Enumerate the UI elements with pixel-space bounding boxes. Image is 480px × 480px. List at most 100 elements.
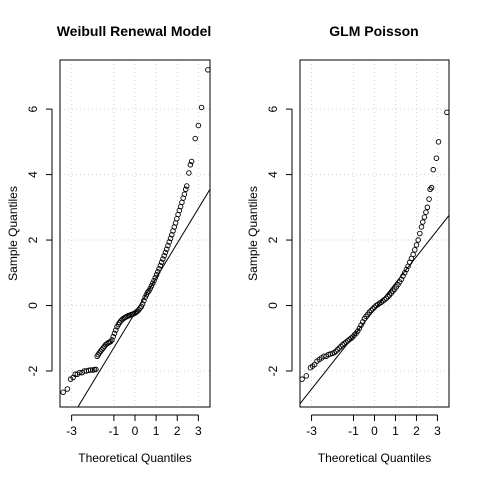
data-point xyxy=(383,295,390,302)
data-point xyxy=(338,343,344,350)
data-point xyxy=(188,158,195,165)
x-axis-title: Theoretical Quantiles xyxy=(318,451,431,465)
data-point xyxy=(351,332,358,338)
x-tick-label: -3 xyxy=(306,424,317,438)
data-point xyxy=(64,386,71,392)
data-point xyxy=(144,289,151,296)
x-tick-label: 1 xyxy=(392,424,399,438)
data-point xyxy=(152,274,159,281)
data-point xyxy=(110,333,116,340)
plot-frame xyxy=(299,59,450,408)
plot-frame xyxy=(59,59,211,408)
y-tick-label: 4 xyxy=(266,171,280,178)
data-point xyxy=(205,67,211,73)
data-point xyxy=(424,204,431,211)
y-tick-label: 0 xyxy=(26,302,40,309)
data-point xyxy=(113,327,119,333)
data-point xyxy=(413,242,420,248)
data-point xyxy=(138,303,145,310)
data-point xyxy=(303,373,310,379)
data-point xyxy=(186,170,192,176)
data-point xyxy=(167,235,174,242)
data-point xyxy=(368,307,374,314)
data-point xyxy=(147,285,153,292)
data-point xyxy=(181,191,188,197)
data-point xyxy=(334,346,341,353)
y-tick-label: 2 xyxy=(266,236,280,243)
x-tick-label: -1 xyxy=(348,424,359,438)
data-point xyxy=(157,262,164,269)
x-axis-title: Theoretical Quantiles xyxy=(78,451,191,465)
data-point xyxy=(163,246,170,252)
y-tick-label: 2 xyxy=(26,236,40,243)
data-point xyxy=(153,271,160,278)
data-point xyxy=(192,135,198,142)
data-point xyxy=(184,183,190,189)
data-point xyxy=(148,283,155,289)
data-point xyxy=(385,293,391,300)
data-point xyxy=(139,301,146,307)
chart-title: Weibull Renewal Model xyxy=(57,23,212,39)
data-point xyxy=(87,367,94,373)
x-tick-label: 1 xyxy=(153,424,160,438)
data-point xyxy=(182,186,189,193)
data-point xyxy=(93,366,99,373)
data-point xyxy=(420,219,426,225)
data-point xyxy=(415,237,421,243)
y-tick-label: 4 xyxy=(26,171,40,178)
data-point xyxy=(426,196,432,202)
data-point xyxy=(421,214,428,220)
data-point xyxy=(160,256,166,262)
data-point xyxy=(198,104,205,111)
data-point xyxy=(435,139,442,145)
data-point xyxy=(410,251,416,258)
x-tick-label: 3 xyxy=(195,424,202,438)
y-tick-label: -2 xyxy=(26,365,40,376)
reference-line xyxy=(77,189,210,407)
data-point xyxy=(423,209,429,215)
data-point xyxy=(142,294,148,301)
data-point xyxy=(417,230,423,237)
data-point xyxy=(370,306,376,312)
data-point xyxy=(430,166,437,173)
data-point xyxy=(427,186,433,193)
data-point xyxy=(195,122,202,129)
data-point xyxy=(428,184,435,191)
data-point xyxy=(151,277,157,284)
data-point xyxy=(109,337,115,343)
data-point xyxy=(137,305,143,311)
data-point xyxy=(336,345,342,351)
data-point xyxy=(107,338,114,345)
data-point xyxy=(165,242,171,249)
x-tick-label: 0 xyxy=(132,424,139,438)
y-axis-title: Sample Quantiles xyxy=(246,186,260,281)
y-tick-label: -2 xyxy=(266,365,280,376)
data-point xyxy=(166,239,172,245)
data-point xyxy=(76,369,83,376)
data-point xyxy=(366,309,373,315)
data-point xyxy=(433,155,440,161)
x-tick-label: -1 xyxy=(109,424,120,438)
data-point xyxy=(162,249,169,256)
data-point xyxy=(158,259,165,266)
data-point xyxy=(161,253,167,259)
data-point xyxy=(412,247,418,253)
x-tick-label: 3 xyxy=(434,424,441,438)
y-tick-label: 6 xyxy=(26,105,40,112)
data-point xyxy=(141,297,147,304)
data-point xyxy=(333,348,339,355)
data-point xyxy=(60,389,66,396)
y-tick-label: 6 xyxy=(266,105,280,112)
data-point xyxy=(418,224,425,230)
data-point xyxy=(155,269,161,275)
chart-title: GLM Poisson xyxy=(329,23,418,39)
y-tick-label: 0 xyxy=(266,302,280,309)
data-point xyxy=(371,304,378,310)
x-tick-label: 2 xyxy=(413,424,420,438)
data-point xyxy=(187,162,194,168)
x-tick-label: -3 xyxy=(66,424,77,438)
